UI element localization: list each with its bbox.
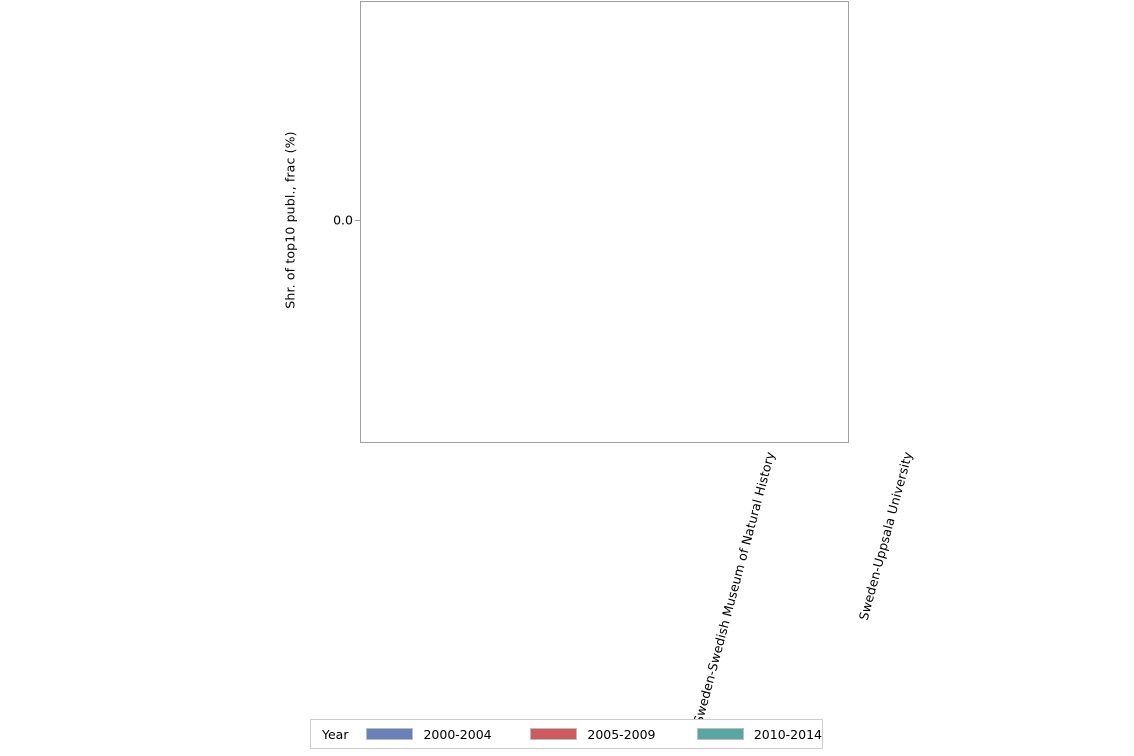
legend-label-2005-2009: 2005-2009 (587, 726, 656, 742)
y-tick-label-0: 0.0 (333, 212, 353, 228)
y-tick-mark-0 (355, 220, 360, 221)
plot-axes-frame (360, 1, 849, 443)
legend-title: Year (322, 726, 349, 742)
legend-swatch-icon-2000-2004 (366, 728, 414, 740)
x-tick-label-0: Sweden-Swedish Museum of Natural History (690, 450, 778, 726)
x-tick-label-1: Sweden-Uppsala University (855, 450, 916, 622)
y-axis-label: Shr. of top10 publ., frac (%) (282, 131, 298, 309)
legend-entry-2000-2004[interactable]: 2000-2004 (366, 726, 492, 742)
plot-data-area (361, 2, 848, 442)
legend-label-2010-2014: 2010-2014 (753, 726, 822, 742)
legend-label-2000-2004: 2000-2004 (423, 726, 492, 742)
legend-box: Year 2000-2004 2005-2009 2010-2014 (310, 719, 823, 749)
legend-swatch-icon-2005-2009 (530, 728, 578, 740)
legend-entry-2010-2014[interactable]: 2010-2014 (696, 726, 822, 742)
legend-entry-2005-2009[interactable]: 2005-2009 (530, 726, 656, 742)
legend-swatch-icon-2010-2014 (696, 728, 744, 740)
